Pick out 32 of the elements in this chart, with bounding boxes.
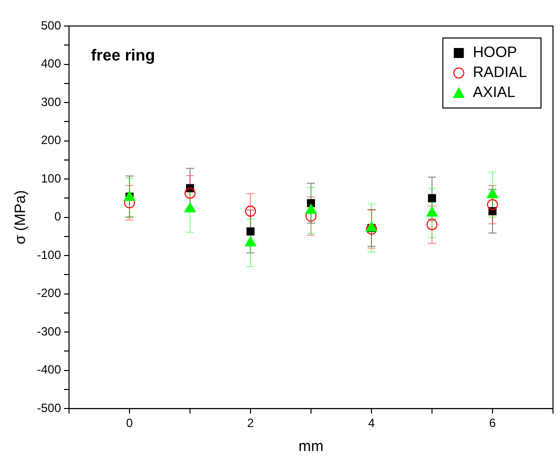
legend-label: RADIAL bbox=[472, 64, 528, 82]
point bbox=[246, 227, 255, 236]
x-tick-label: 4 bbox=[368, 416, 376, 430]
y-tick-label: 200 bbox=[40, 133, 62, 148]
point bbox=[426, 219, 438, 230]
annotation: free ring bbox=[91, 47, 156, 64]
x-tick-label: 2 bbox=[247, 416, 254, 430]
y-tick-label: -200 bbox=[36, 286, 62, 300]
y-tick-label: 300 bbox=[40, 94, 62, 109]
point bbox=[245, 206, 256, 217]
point bbox=[244, 236, 256, 246]
y-tick-label: -300 bbox=[36, 324, 62, 338]
y-tick-label: -100 bbox=[36, 248, 62, 262]
legend-label: HOOP bbox=[472, 44, 518, 62]
y-tick-label: -400 bbox=[36, 362, 62, 377]
point bbox=[428, 194, 436, 202]
y-tick-label: 400 bbox=[40, 56, 62, 71]
point bbox=[426, 206, 438, 217]
point bbox=[305, 204, 317, 214]
y-tick-label: -500 bbox=[36, 400, 62, 415]
y-tick-label: 100 bbox=[40, 171, 62, 186]
legend-label: AXIAL bbox=[472, 84, 516, 102]
point bbox=[486, 188, 498, 198]
y-axis-title: σ (MPa) bbox=[12, 190, 30, 244]
x-tick-label: 6 bbox=[489, 416, 496, 430]
x-axis-title: mm bbox=[298, 438, 324, 456]
x-tick-label: 0 bbox=[126, 416, 134, 430]
y-tick-label: 500 bbox=[40, 18, 62, 32]
y-tick-label: 0 bbox=[54, 210, 62, 224]
point bbox=[184, 202, 196, 212]
point bbox=[487, 199, 498, 210]
point bbox=[184, 188, 196, 199]
